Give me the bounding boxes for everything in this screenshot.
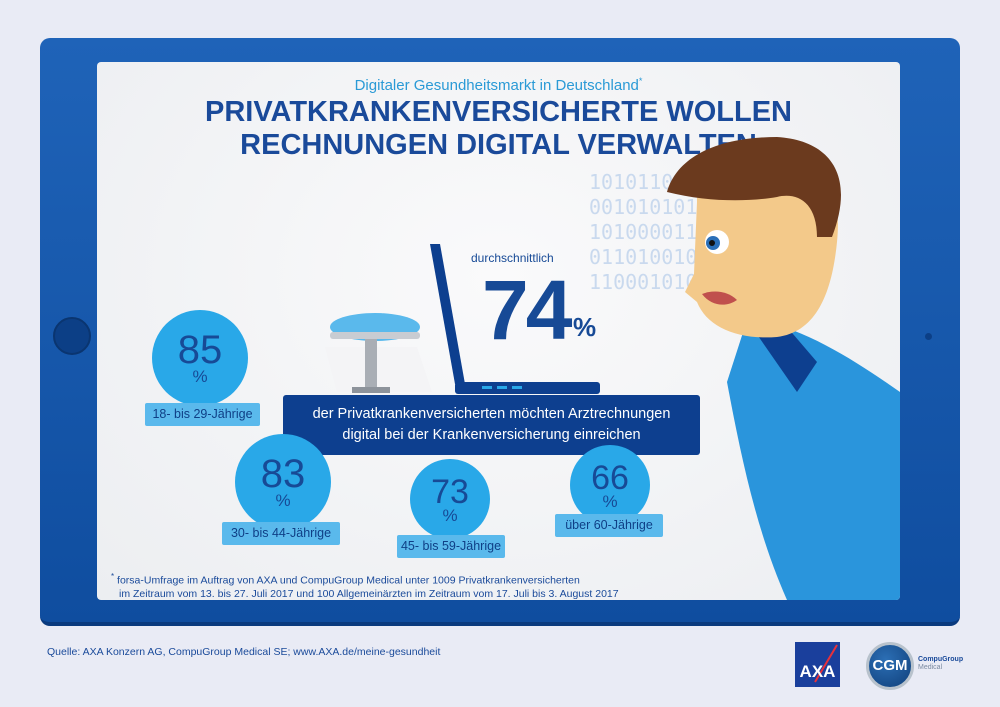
footnote: * forsa-Umfrage im Auftrag von AXA und C…: [111, 572, 619, 600]
source-text: Quelle: AXA Konzern AG, CompuGroup Medic…: [47, 646, 441, 658]
illustration: [325, 137, 900, 600]
camera-icon: [925, 333, 932, 340]
stat-circle-18-29: 85%: [152, 310, 248, 406]
man-illustration: [667, 137, 900, 600]
statement-box: der Privatkrankenversicherten möchten Ar…: [283, 395, 700, 455]
stat-label-30-44: 30- bis 44-Jährige: [222, 522, 340, 545]
average-value: 74: [482, 263, 572, 357]
average-unit: %: [573, 312, 597, 342]
stat-label-60-plus: über 60-Jährige: [555, 514, 663, 537]
subtitle: Digitaler Gesundheitsmarkt in Deutschlan…: [354, 76, 643, 94]
laptop-icon: [430, 244, 600, 394]
stat-label-45-59: 45- bis 59-Jährige: [397, 535, 505, 558]
stat-circle-60-plus: 66%: [570, 445, 650, 525]
tablet-screen: Digitaler Gesundheitsmarkt in Deutschlan…: [97, 62, 900, 600]
page-title: PRIVATKRANKENVERSICHERTE WOLLEN RECHNUNGE…: [205, 96, 792, 161]
home-button-icon: [53, 317, 91, 355]
lamp-icon: [325, 313, 432, 393]
axa-logo: AXA: [795, 642, 840, 687]
average-label: durchschnittlich: [471, 251, 554, 265]
stat-label-18-29: 18- bis 29-Jährige: [145, 403, 260, 426]
stat-circle-30-44: 83%: [235, 434, 331, 530]
cgm-logo: CGM: [866, 642, 914, 690]
stat-circle-45-59: 73%: [410, 459, 490, 539]
cgm-logo-text: CompuGroup Medical: [918, 656, 964, 671]
